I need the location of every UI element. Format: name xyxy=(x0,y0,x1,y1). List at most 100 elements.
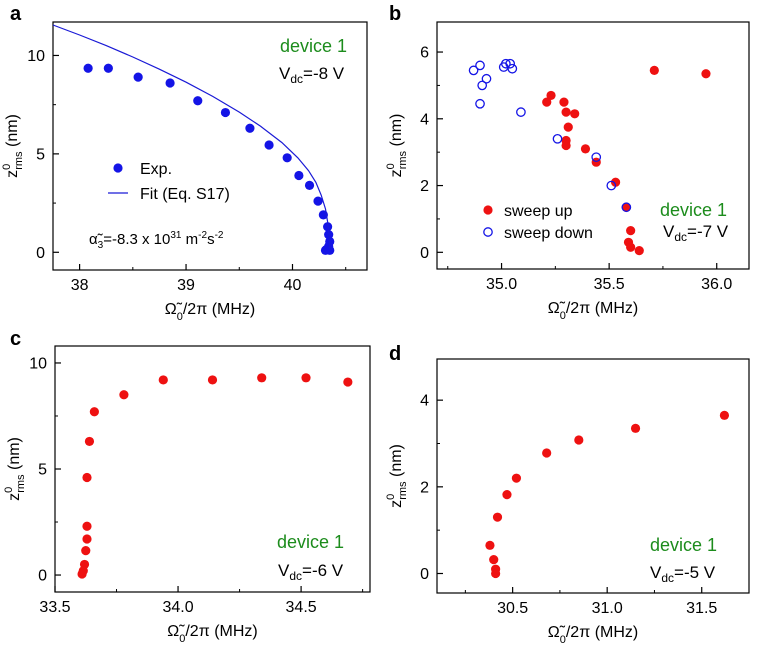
x-tick-label: 34.0 xyxy=(162,599,193,616)
data-point-open xyxy=(552,133,563,144)
data-point xyxy=(561,107,571,117)
x-tick-label: 35.0 xyxy=(486,276,517,293)
y-axis-superscript: 0 xyxy=(385,163,397,169)
y-tick-label: 5 xyxy=(38,462,47,479)
vdc-subscript: dc xyxy=(661,571,674,585)
legend-filled-marker xyxy=(113,163,123,173)
data-point xyxy=(294,170,304,181)
x-tick-label: 35.5 xyxy=(594,276,625,293)
data-point xyxy=(119,390,129,400)
data-point xyxy=(574,435,584,445)
y-axis-title: z0rms (nm) xyxy=(385,114,409,178)
y-tick-label: 2 xyxy=(420,479,429,496)
data-point xyxy=(89,407,99,417)
x-tick-label: 34.5 xyxy=(286,599,317,616)
x-axis-title: Ω̃0/2π (MHz) xyxy=(165,301,255,323)
data-point xyxy=(313,196,323,206)
alpha-annotation: α̃3=-8.3 x 1031 m-2s-2 xyxy=(89,230,224,251)
data-point xyxy=(563,122,573,132)
legend-label: sweep up xyxy=(504,203,573,220)
y-axis-symbol: z xyxy=(4,170,21,178)
vdc-subscript: dc xyxy=(674,230,687,244)
data-point xyxy=(485,540,495,550)
annot-unit: m xyxy=(182,231,199,248)
y-tick-label: 10 xyxy=(29,355,47,372)
data-point xyxy=(559,97,569,107)
y-tick-label: 0 xyxy=(36,245,45,262)
y-axis-superscript: 0 xyxy=(1,164,13,170)
data-point xyxy=(220,107,231,118)
y-axis-unit: (nm) xyxy=(6,437,23,474)
device-label: device 1 xyxy=(660,200,727,220)
y-tick-label: 0 xyxy=(38,568,47,585)
data-point-open xyxy=(468,65,479,76)
annot-value: =-8.3 x 10 xyxy=(103,231,170,248)
y-axis-title: z0rms (nm) xyxy=(1,114,25,178)
x-axis-subscript: 0 xyxy=(179,633,185,645)
vdc-symbol: V xyxy=(279,64,291,83)
data-point xyxy=(561,140,571,151)
data-point xyxy=(343,377,353,387)
data-point xyxy=(626,242,636,252)
y-axis-symbol: z xyxy=(388,169,405,177)
y-axis-subscript: rms xyxy=(13,151,25,170)
legend-open-marker xyxy=(483,227,493,237)
x-axis-title: Ω̃0/2π (MHz) xyxy=(548,300,638,322)
data-point xyxy=(542,448,552,458)
x-axis-unit: /2π (MHz) xyxy=(185,623,257,640)
data-point xyxy=(83,63,93,73)
data-point xyxy=(264,140,274,150)
data-point xyxy=(77,569,87,579)
data-point xyxy=(491,568,501,579)
data-point xyxy=(82,521,92,531)
panel-letter: b xyxy=(389,3,401,25)
data-point xyxy=(511,473,522,483)
y-axis-unit: (nm) xyxy=(388,444,405,481)
y-axis-symbol: z xyxy=(6,493,23,501)
x-tick-label: 30.5 xyxy=(497,600,528,617)
vdc-value: =-7 V xyxy=(687,222,729,241)
data-point xyxy=(626,226,636,236)
y-axis-subscript: rms xyxy=(15,474,27,493)
data-point-open xyxy=(516,107,526,117)
vdc-value: =-5 V xyxy=(674,563,716,582)
data-point xyxy=(165,78,175,88)
data-point-open xyxy=(505,58,516,69)
data-point-open xyxy=(591,152,602,163)
y-tick-label: 4 xyxy=(420,393,429,410)
data-point xyxy=(301,373,311,383)
legend-label: Fit (Eq. S17) xyxy=(140,186,230,203)
plot-frame xyxy=(436,21,750,270)
series-sweep-down xyxy=(468,58,632,213)
data-point xyxy=(245,123,255,133)
data-point-open xyxy=(481,73,492,84)
device-label: device 1 xyxy=(650,535,717,555)
y-axis-superscript: 0 xyxy=(385,494,397,500)
x-axis-unit: /2π (MHz) xyxy=(566,300,638,317)
vdc-value: =-8 V xyxy=(303,64,345,83)
x-tick-label: 36.0 xyxy=(701,276,732,293)
series-data xyxy=(485,410,730,579)
data-point-open xyxy=(501,58,511,69)
panel-letter: c xyxy=(10,328,21,350)
y-tick-label: 0 xyxy=(420,566,429,583)
x-axis-title: Ω̃0/2π (MHz) xyxy=(548,624,638,646)
x-tick-label: 40 xyxy=(284,277,302,294)
data-point xyxy=(304,180,315,190)
x-tick-label: 38 xyxy=(71,277,89,294)
y-tick-label: 0 xyxy=(420,245,429,262)
device-label: device 1 xyxy=(277,532,344,552)
data-point xyxy=(591,157,601,167)
x-tick-label: 39 xyxy=(177,277,195,294)
y-tick-label: 6 xyxy=(420,45,429,62)
data-point xyxy=(610,177,621,187)
vdc-value: =-6 V xyxy=(302,561,344,580)
data-point xyxy=(630,423,641,433)
data-point xyxy=(492,512,503,522)
vdc-symbol: V xyxy=(278,561,290,580)
plot-frame xyxy=(436,358,750,594)
y-tick-label: 10 xyxy=(27,48,45,65)
vdc-symbol: V xyxy=(663,222,675,241)
y-tick-label: 4 xyxy=(420,111,429,128)
